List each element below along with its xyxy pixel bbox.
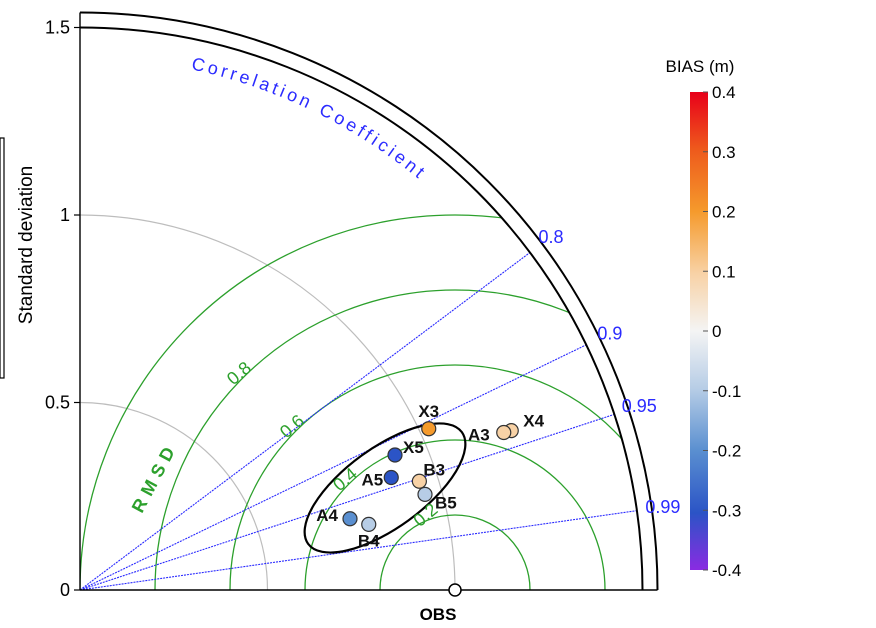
point-label-a3: A3 — [468, 426, 490, 445]
point-b4 — [361, 516, 377, 532]
point-a5 — [383, 469, 399, 486]
data-points — [303, 421, 519, 597]
colorbar-tick-label: 0.1 — [712, 262, 736, 281]
rmsd-contours — [80, 214, 643, 590]
correlation-tick-label: 0.99 — [645, 497, 680, 517]
rmsd-contour-label: 0.8 — [223, 358, 255, 389]
rmsd-axis-label: RMSD — [128, 438, 182, 515]
axes — [0, 11, 659, 591]
rmsd-contour — [80, 214, 643, 590]
colorbar-tick-label: 0 — [712, 322, 721, 341]
rmsd-contour — [154, 289, 643, 590]
correlation-line — [79, 344, 587, 591]
colorbar-tick-label: 0.2 — [712, 203, 736, 222]
colorbar — [690, 91, 708, 571]
point-label-x3: X3 — [418, 402, 439, 421]
outer-arc — [79, 11, 659, 591]
rmsd-contour — [379, 514, 531, 590]
ylabel-frame — [0, 137, 5, 379]
point-label-b4: B4 — [358, 531, 380, 550]
std-arc — [79, 401, 269, 591]
correlation-line — [79, 252, 531, 591]
rmsd-contour-group — [80, 214, 643, 590]
point-x5 — [387, 447, 403, 463]
rmsd-contour-label: 0.6 — [276, 411, 308, 442]
point-x3 — [421, 421, 437, 437]
correlation-tick-label: 0.8 — [538, 227, 563, 247]
outer-arc — [79, 26, 644, 591]
rmsd-contour — [304, 439, 606, 590]
correlation-line — [79, 510, 637, 591]
correlation-line — [79, 413, 615, 591]
y-tick-label: 1.5 — [45, 18, 70, 38]
point-label-a5: A5 — [362, 471, 384, 490]
rmsd-contour — [229, 364, 643, 590]
correlation-tick-label: 0.95 — [622, 396, 657, 416]
correlation-axis-label: Correlation Coefficient — [190, 53, 431, 184]
point-b5 — [417, 486, 433, 502]
y-tick-label: 0.5 — [45, 393, 70, 413]
colorbar-tick-label: -0.3 — [712, 501, 741, 520]
correlation-lines — [79, 252, 637, 591]
obs-marker — [448, 583, 462, 597]
point-a4 — [342, 511, 358, 527]
colorbar-tick-label: -0.1 — [712, 382, 741, 401]
point-label-x5: X5 — [403, 438, 424, 457]
std-arc — [79, 214, 456, 591]
point-a3 — [496, 424, 512, 441]
correlation-tick-label: 0.9 — [597, 323, 622, 343]
colorbar-title: BIAS (m) — [666, 57, 735, 76]
point-label-b5: B5 — [435, 493, 457, 512]
std-grid-layer — [79, 214, 456, 591]
y-tick-label: 1 — [60, 205, 70, 225]
obs-label: OBS — [420, 605, 457, 624]
colorbar-tick-label: 0.4 — [712, 83, 736, 102]
point-label-x4: X4 — [523, 412, 544, 431]
rmsd-contour-label: 0.4 — [329, 464, 361, 495]
point-label-b3: B3 — [423, 460, 445, 479]
point-b3 — [411, 473, 427, 489]
y-tick-label: 0 — [60, 580, 70, 600]
point-label-a4: A4 — [316, 506, 338, 525]
colorbar-tick-label: 0.3 — [712, 143, 736, 162]
highlight-ellipse — [303, 422, 467, 554]
colorbar-tick-label: -0.4 — [712, 561, 741, 580]
y-axis-label: Standard deviation — [16, 166, 37, 324]
colorbar-tick-label: -0.2 — [712, 442, 741, 461]
